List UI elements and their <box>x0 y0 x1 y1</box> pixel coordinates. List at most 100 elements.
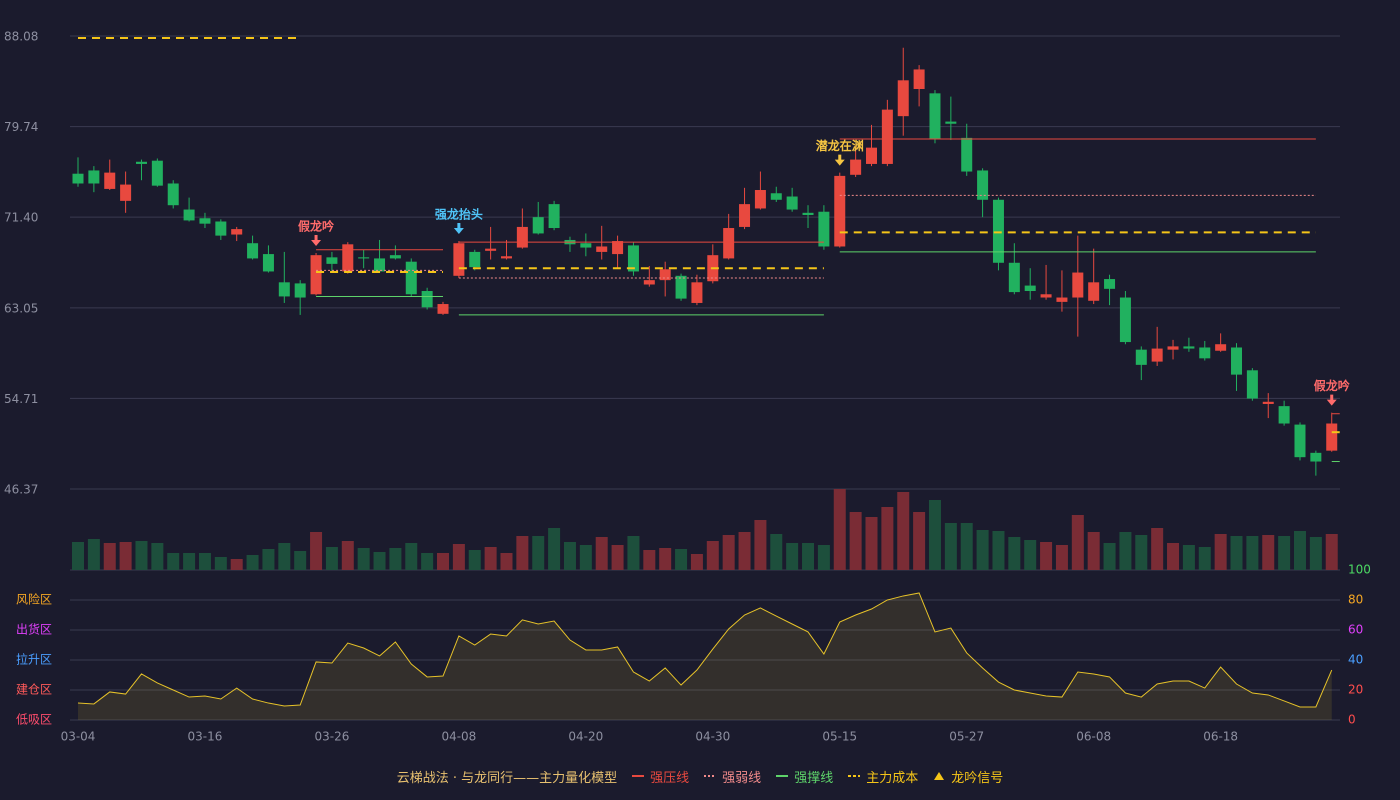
x-tick-label: 03-16 <box>188 730 223 744</box>
volume-bar <box>817 545 830 570</box>
volume-bar <box>770 534 783 570</box>
volume-bar <box>389 548 402 570</box>
candle-body <box>770 193 782 200</box>
candle-body <box>88 170 100 184</box>
volume-bar <box>833 489 846 570</box>
volume-bar <box>119 542 132 570</box>
candle-body <box>866 147 877 164</box>
legend-symbol <box>776 775 789 777</box>
candle-body <box>1135 349 1147 365</box>
legend-label: 强弱线 <box>722 770 762 786</box>
zone-label: 建仓区 <box>16 683 52 697</box>
volume-bar <box>1135 535 1148 570</box>
volume-bar <box>151 543 164 570</box>
candle-body <box>802 212 814 215</box>
candle-body <box>548 204 560 229</box>
candle-body <box>500 256 512 259</box>
volume-bar <box>1040 542 1053 570</box>
candle-body <box>1024 285 1036 292</box>
volume-bar <box>976 530 989 570</box>
candle-body <box>1104 279 1116 289</box>
x-tick-label: 03-26 <box>314 730 349 744</box>
candle-body <box>104 172 116 189</box>
legend-label: 龙吟信号 <box>951 770 1004 786</box>
volume-bar <box>373 552 386 570</box>
volume-bar <box>1214 534 1227 570</box>
volume-bar <box>897 492 910 570</box>
y-tick-label: 79.74 <box>4 120 38 134</box>
volume-bar <box>659 548 672 570</box>
x-tick-label: 05-15 <box>822 730 857 744</box>
candle-body <box>643 280 655 285</box>
candle-body <box>358 257 370 259</box>
candle-body <box>215 221 227 236</box>
volume-bar <box>468 550 481 570</box>
volume-bar <box>1008 537 1021 570</box>
volume-bar <box>1071 515 1084 570</box>
volume-bar <box>1167 543 1180 570</box>
legend-item: 强弱线 <box>703 767 761 786</box>
x-tick-label: 04-30 <box>695 730 730 744</box>
volume-bar <box>849 512 862 570</box>
candle-body <box>834 175 846 247</box>
candle-body <box>675 275 687 299</box>
candle-body <box>183 209 195 221</box>
y2-tick-label: 40 <box>1348 653 1363 667</box>
candle-body <box>929 93 941 139</box>
volume-bar <box>500 553 513 570</box>
volume-bar <box>1024 540 1037 570</box>
candle-body <box>786 196 798 210</box>
volume-bar <box>262 549 275 570</box>
candle-body <box>1008 262 1020 293</box>
volume-bar <box>690 554 703 570</box>
x-tick-label: 04-20 <box>568 730 603 744</box>
volume-bar <box>357 548 370 570</box>
volume-bar <box>278 543 291 570</box>
candle-body <box>294 283 306 298</box>
candle-body <box>945 121 957 124</box>
x-tick-label: 03-04 <box>61 730 96 744</box>
indicator-line <box>77 592 1333 708</box>
zone-label: 出货区 <box>16 622 52 637</box>
volume-bar <box>310 532 323 570</box>
candle-body <box>1072 272 1084 298</box>
y2-tick-label: 20 <box>1348 683 1363 697</box>
candle-body <box>659 269 671 281</box>
x-tick-label: 06-18 <box>1203 730 1238 744</box>
volume-bar <box>198 553 211 570</box>
volume-bar <box>627 536 640 570</box>
y-tick-label: 71.40 <box>4 211 38 225</box>
candle-body <box>421 291 433 308</box>
candle-body <box>516 226 528 248</box>
candle-body <box>151 160 163 186</box>
signal-label: 假龙吟 <box>1314 378 1350 393</box>
signal-label: 强龙抬头 <box>435 207 483 222</box>
y2-tick-label: 80 <box>1348 593 1363 607</box>
y2-tick-label: 0 <box>1348 713 1356 727</box>
volume-bar <box>1198 547 1211 570</box>
signal-arrow <box>834 154 845 166</box>
candle-body <box>135 161 147 164</box>
volume-bar <box>1246 536 1259 570</box>
candle-body <box>453 243 465 276</box>
candle-body <box>310 255 322 295</box>
legend-label: 强撑线 <box>794 770 834 786</box>
legend-item: 龙吟信号 <box>932 767 1003 786</box>
x-tick-label: 05-27 <box>949 730 984 744</box>
y2-tick-label: 100 <box>1348 563 1371 577</box>
candle-body <box>596 246 608 252</box>
candle-body <box>754 190 766 209</box>
volume-bar <box>532 536 545 570</box>
legend-symbol <box>848 775 861 777</box>
candle-body <box>1310 452 1322 462</box>
volume-bar <box>563 542 576 570</box>
candle-body <box>262 254 274 272</box>
volume-bar <box>87 539 100 570</box>
volume-bar <box>135 541 148 570</box>
candle-body <box>167 183 179 206</box>
y-tick-label: 54.71 <box>4 392 38 406</box>
candle-body <box>199 218 211 224</box>
candle-body <box>231 229 243 235</box>
volume-bar <box>1119 532 1132 570</box>
volume-bar <box>1262 535 1275 570</box>
